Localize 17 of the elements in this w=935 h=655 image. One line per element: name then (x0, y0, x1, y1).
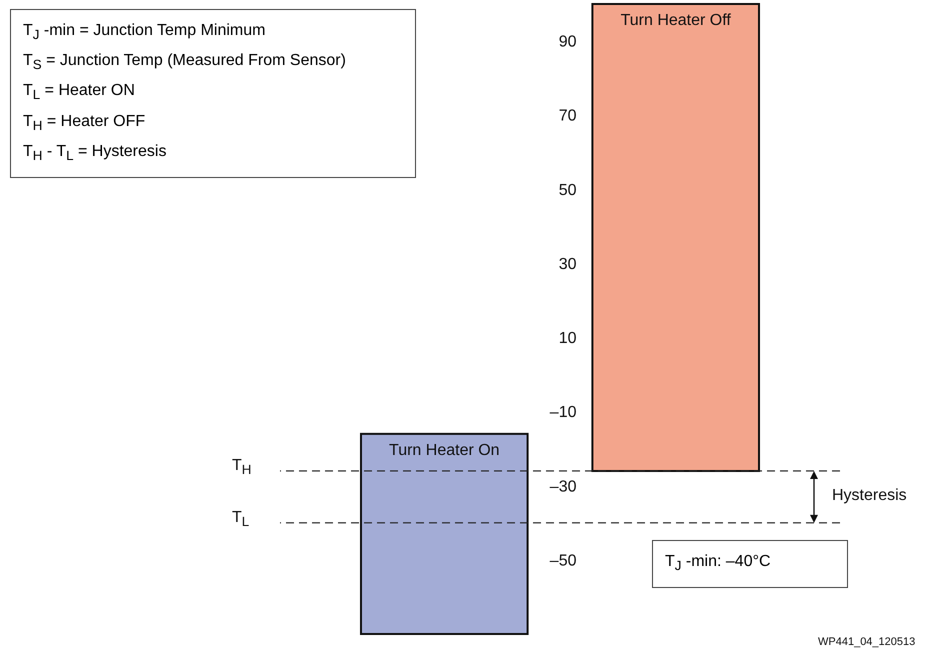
y-tick-label: –50 (550, 552, 577, 570)
annotation: T$_{S}$ = Junction Temp (Measured From Sensor) (23, 51, 347, 74)
text-box: T$_{J}$ -min: –40°C (652, 540, 848, 588)
annotation: Hysteresis (832, 486, 907, 505)
data-label: Turn Heater Off (620, 12, 732, 29)
ref-line-label: T$_{L}$ (232, 508, 250, 529)
text-box: T$_{J}$ -min = Junction Temp Minimum T$_{S}$ = Junction Temp (Measured From Sensor) T$_{L}$ = Heater ON T$_{H}$ = Heater OFF T$_{H}$ - T$_{L}$ = Hysteresis (10, 9, 416, 178)
data-label: Turn Heater On (389, 442, 500, 459)
y-tick-label: –30 (550, 478, 577, 496)
y-tick-label: 50 (558, 182, 577, 199)
text: WP441_04_120513 (818, 636, 916, 648)
y-tick-label: –10 (550, 404, 577, 422)
y-tick-label: 10 (558, 330, 577, 348)
y-tick-label: 90 (558, 34, 577, 51)
y-tick-label: 70 (558, 108, 577, 125)
y-tick-label: 30 (558, 256, 577, 273)
ref-line-label: T$_{H}$ (232, 456, 252, 478)
